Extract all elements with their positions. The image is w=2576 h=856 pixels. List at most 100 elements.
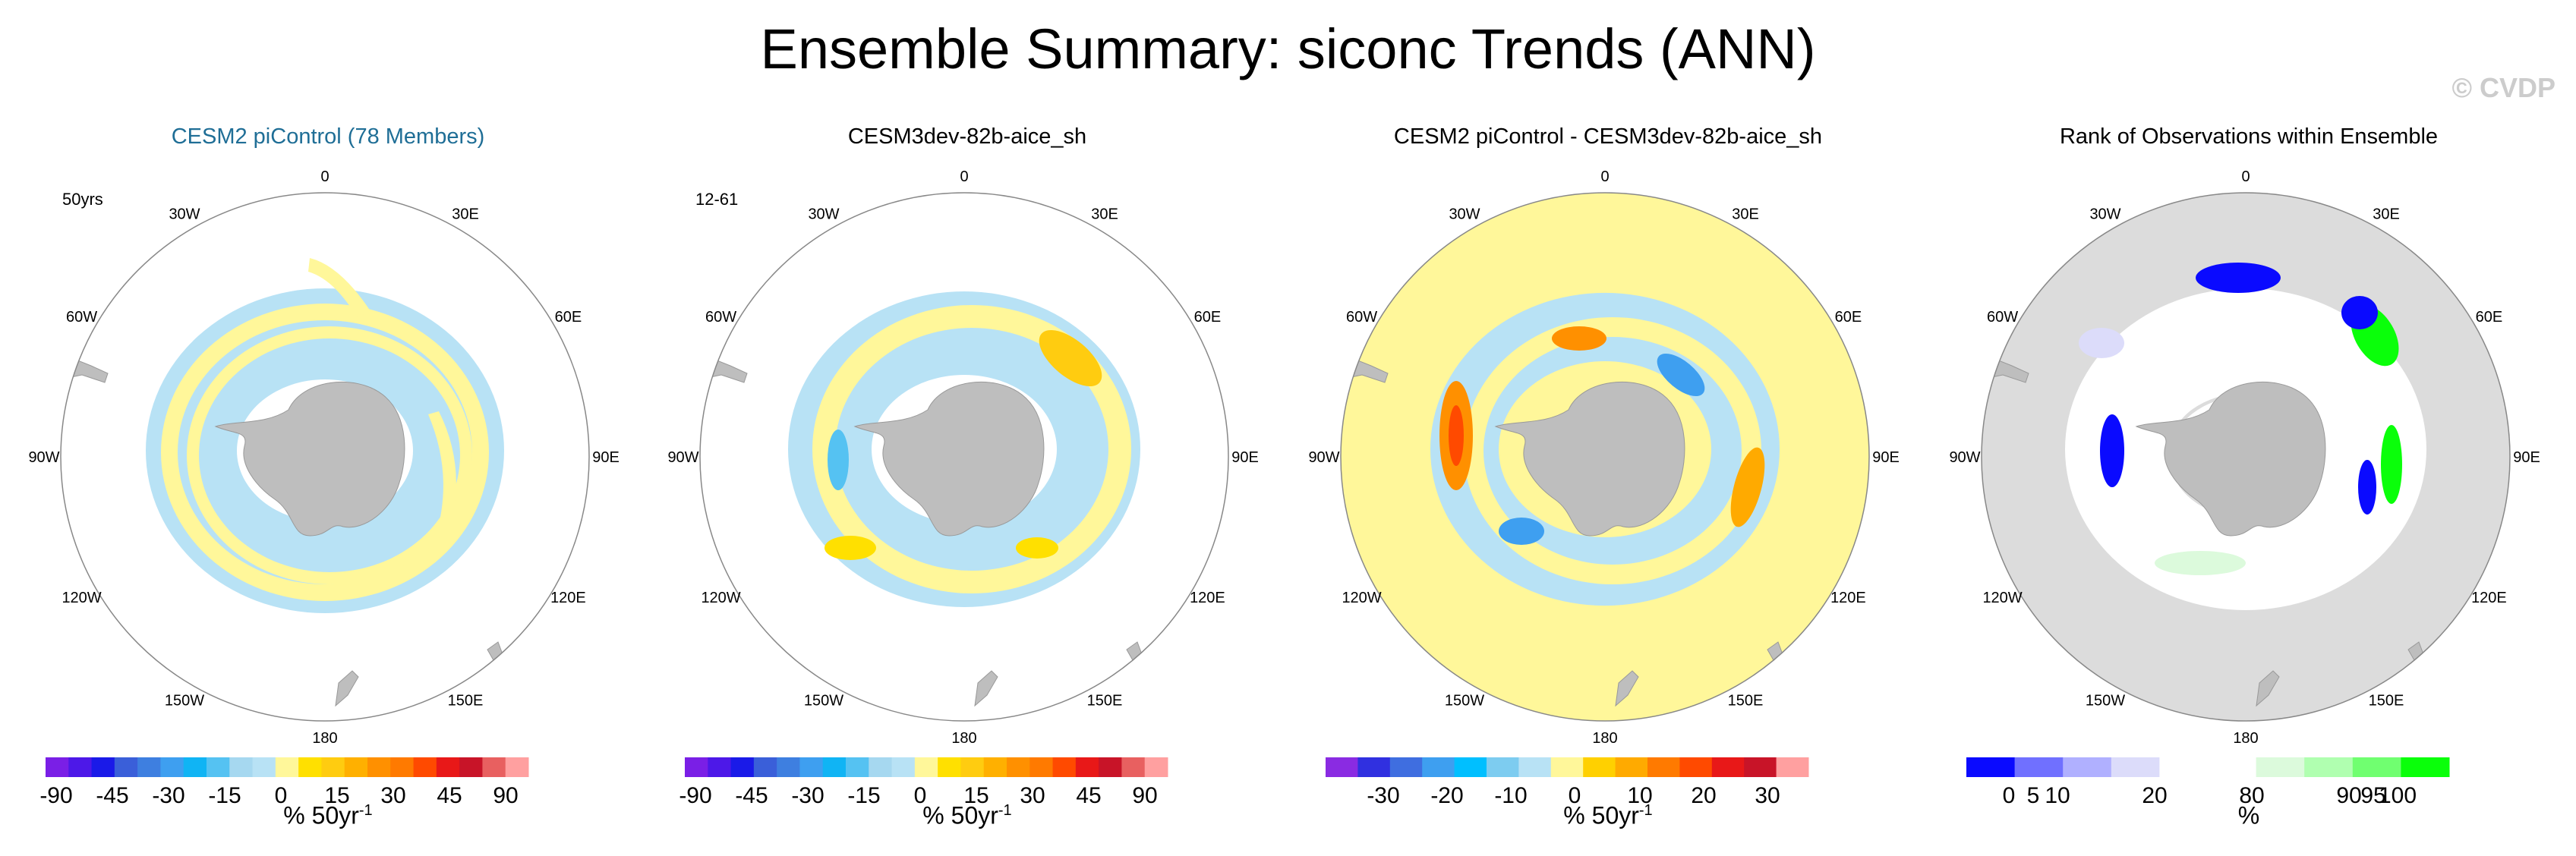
longitude-label: 120W: [61, 590, 101, 606]
longitude-label: 90E: [1872, 449, 1900, 466]
polar-map: 0 30E 60E 90E 120E 150E 180 150W 120W 90W 60W 30W -9…: [667, 168, 1259, 808]
colorbar-swatch: [2159, 757, 2209, 777]
longitude-label: 90W: [667, 449, 698, 466]
colorbar-swatch: [1144, 757, 1168, 777]
longitude-label: 60W: [1987, 309, 2018, 326]
panel-title: CESM2 piControl (78 Members): [171, 124, 485, 149]
colorbar-tick-label: 45: [1076, 783, 1101, 808]
colorbar-swatch: [1487, 757, 1519, 777]
colorbar-tick-label: -30: [1367, 783, 1399, 808]
longitude-label: 0: [960, 168, 968, 185]
trend-field: [428, 411, 456, 540]
rank-field: [2341, 296, 2378, 329]
map-boundary: [699, 192, 1229, 722]
longitude-label: 60W: [705, 309, 736, 326]
longitude-label: 120E: [550, 590, 586, 606]
colorbar-swatch: [1711, 757, 1745, 777]
colorbar-tick-label: 30: [380, 783, 405, 808]
colorbar-tick-label: 90: [493, 783, 518, 808]
longitude-label: 180: [1592, 730, 1617, 747]
colorbar-swatch: [730, 757, 755, 777]
colorbar-swatch: [367, 757, 391, 777]
colorbar-tick-label: 30: [1020, 783, 1045, 808]
colorbar-swatch: [1121, 757, 1146, 777]
map-field: [1430, 292, 1780, 606]
colorbar-swatch: [390, 757, 415, 777]
colorbar-swatch: [983, 757, 1007, 777]
colorbar-swatch: [344, 757, 368, 777]
colorbar-tick-label: 15: [963, 783, 988, 808]
colorbar-units: %: [2237, 801, 2260, 829]
longitude-label: 60E: [555, 309, 582, 326]
colorbar-swatch: [2063, 757, 2112, 777]
map-field: [788, 291, 1140, 607]
longitude-label: 150W: [2086, 692, 2125, 709]
colorbar-swatch: [914, 757, 938, 777]
map-field: [146, 258, 504, 613]
colorbar-swatch: [2111, 757, 2160, 777]
colorbar-swatch: [708, 757, 732, 777]
difference-field: [1657, 353, 1705, 397]
colorbar-swatch: [753, 757, 777, 777]
longitude-label: 120W: [1342, 590, 1381, 606]
rank-field: [2079, 328, 2124, 358]
colorbar-swatch: [505, 757, 529, 777]
colorbar-swatch: [436, 757, 460, 777]
longitude-label: 0: [320, 168, 329, 185]
colorbar-tick-label: -90: [39, 783, 72, 808]
colorbar-swatch: [321, 757, 345, 777]
trend-field: [788, 291, 1140, 607]
rank-field: [2358, 460, 2376, 515]
colorbar-tick-label: 0: [275, 783, 288, 808]
figure-title: Ensemble Summary: siconc Trends (ANN): [760, 17, 1816, 80]
longitude-label: 150E: [1087, 692, 1123, 709]
panel-difference: CESM2 piControl - CESM3dev-82b-aice_sh 0…: [1286, 114, 1930, 856]
new-zealand: [2256, 670, 2280, 707]
map-boundary: [1340, 192, 1870, 722]
colorbar-swatch: [1744, 757, 1777, 777]
panel-title: CESM2 piControl - CESM3dev-82b-aice_sh: [1393, 124, 1823, 149]
difference-field: [1449, 405, 1464, 466]
colorbar-tick-label: 30: [1755, 783, 1780, 808]
panel-rank: Rank of Observations within Ensemble 0 30…: [1927, 114, 2571, 856]
longitude-label: 0: [2241, 168, 2250, 185]
longitude-label: 60E: [1194, 309, 1222, 326]
longitude-label: 120E: [2471, 590, 2507, 606]
colorbar-swatch: [1052, 757, 1077, 777]
panel-title: CESM3dev-82b-aice_sh: [847, 124, 1087, 149]
colorbar-swatch: [68, 757, 93, 777]
colorbar-swatch: [1518, 757, 1552, 777]
longitude-label: 90W: [1949, 449, 1980, 466]
antarctica: [214, 381, 405, 537]
longitude-label: 90E: [592, 449, 620, 466]
colorbar-swatch: [938, 757, 961, 777]
colorbar-swatch: [2208, 757, 2257, 777]
colorbar: -90 -45 -30 -15 0 15 30 45 90: [679, 757, 1168, 808]
colorbar: -30 -20 -10 0 10 20 30: [1326, 757, 1809, 808]
longitude-label: 180: [951, 730, 976, 747]
longitude-label: 60W: [66, 309, 97, 326]
map-boundary: [1981, 192, 2511, 722]
colorbar-swatch: [298, 757, 322, 777]
new-zealand: [1615, 670, 1639, 707]
colorbar-tick-label: 100: [2379, 783, 2417, 808]
new-zealand: [335, 670, 359, 707]
longitude-label: 30W: [1449, 206, 1480, 223]
colorbar-tick-label: 45: [437, 783, 462, 808]
map-boundary: [60, 192, 590, 722]
colorbar-swatch: [275, 757, 299, 777]
cvdp-watermark: © CVDP: [2451, 72, 2556, 103]
colorbar-swatch: [2352, 757, 2401, 777]
colorbar-units: % 50yr-1: [1563, 801, 1653, 829]
colorbar-tick-label: 20: [2142, 783, 2167, 808]
antarctica: [2135, 381, 2326, 537]
colorbar-swatch: [1389, 757, 1423, 777]
new-zealand: [974, 670, 998, 707]
trend-field: [1039, 329, 1102, 387]
colorbar-swatch: [482, 757, 506, 777]
panel-ensemble-trend: CESM2 piControl (78 Members) 50yrs 0 30E 6…: [6, 114, 650, 856]
colorbar-tick-label: -30: [152, 783, 184, 808]
longitude-label: 180: [312, 730, 337, 747]
colorbar-tick-label: -15: [208, 783, 241, 808]
longitude-label: 90E: [1231, 449, 1259, 466]
